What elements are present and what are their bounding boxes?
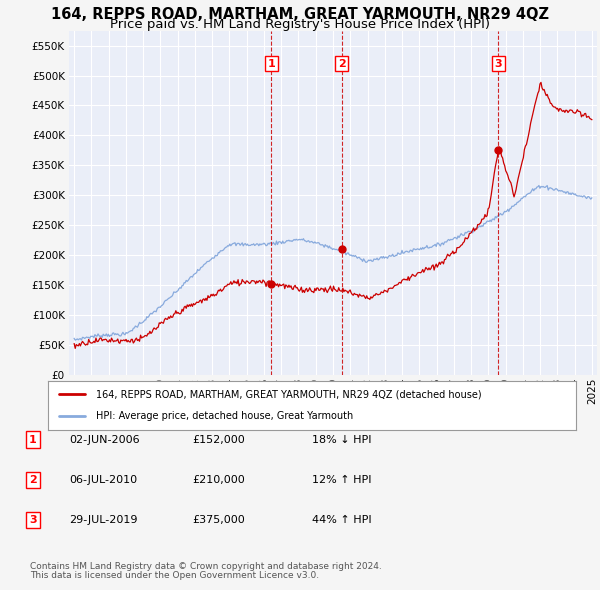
Text: Contains HM Land Registry data © Crown copyright and database right 2024.: Contains HM Land Registry data © Crown c… xyxy=(30,562,382,571)
Text: 18% ↓ HPI: 18% ↓ HPI xyxy=(312,435,371,444)
Text: HPI: Average price, detached house, Great Yarmouth: HPI: Average price, detached house, Grea… xyxy=(95,411,353,421)
Text: 44% ↑ HPI: 44% ↑ HPI xyxy=(312,515,371,525)
Text: 3: 3 xyxy=(29,515,37,525)
Text: £210,000: £210,000 xyxy=(192,475,245,484)
Text: 164, REPPS ROAD, MARTHAM, GREAT YARMOUTH, NR29 4QZ (detached house): 164, REPPS ROAD, MARTHAM, GREAT YARMOUTH… xyxy=(95,389,481,399)
Text: 2: 2 xyxy=(29,475,37,484)
Text: 29-JUL-2019: 29-JUL-2019 xyxy=(69,515,137,525)
Text: £375,000: £375,000 xyxy=(192,515,245,525)
Text: 1: 1 xyxy=(268,58,275,68)
Text: 06-JUL-2010: 06-JUL-2010 xyxy=(69,475,137,484)
Text: 1: 1 xyxy=(29,435,37,444)
Text: 164, REPPS ROAD, MARTHAM, GREAT YARMOUTH, NR29 4QZ: 164, REPPS ROAD, MARTHAM, GREAT YARMOUTH… xyxy=(51,6,549,22)
Text: 02-JUN-2006: 02-JUN-2006 xyxy=(69,435,140,444)
Text: 12% ↑ HPI: 12% ↑ HPI xyxy=(312,475,371,484)
Text: £152,000: £152,000 xyxy=(192,435,245,444)
Text: 3: 3 xyxy=(494,58,502,68)
Text: 2: 2 xyxy=(338,58,346,68)
Text: Price paid vs. HM Land Registry's House Price Index (HPI): Price paid vs. HM Land Registry's House … xyxy=(110,18,490,31)
Text: This data is licensed under the Open Government Licence v3.0.: This data is licensed under the Open Gov… xyxy=(30,571,319,580)
